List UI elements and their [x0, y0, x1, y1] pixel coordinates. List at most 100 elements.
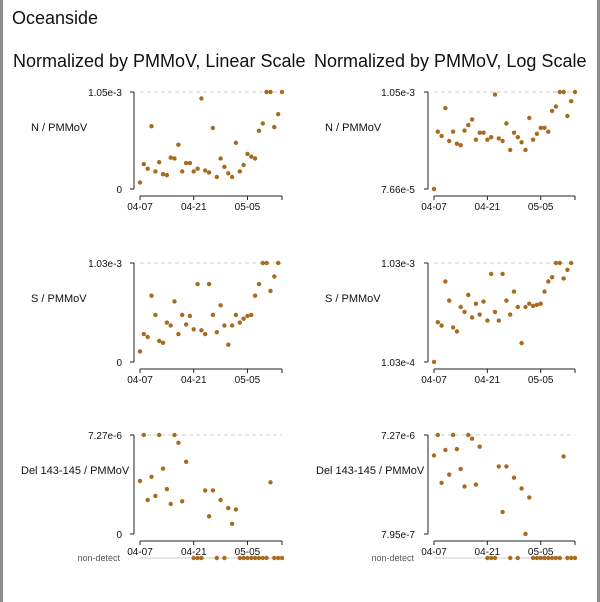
data-point: [256, 128, 262, 133]
x-tick-label: 04-21: [181, 375, 207, 386]
data-point: [260, 260, 265, 266]
data-point: [549, 275, 555, 280]
data-point: [466, 292, 471, 298]
data-point: [218, 156, 223, 161]
non-detect-label: non-detect: [77, 553, 120, 563]
data-point: [447, 472, 452, 477]
data-point: [477, 312, 482, 317]
data-point: [443, 279, 448, 284]
data-point: [473, 482, 479, 487]
data-point: [431, 453, 437, 458]
data-point: [172, 432, 177, 438]
data-point: [199, 328, 204, 333]
data-point: [149, 474, 154, 479]
data-point: [272, 124, 277, 130]
data-point: [569, 260, 574, 266]
window-right-border: [597, 0, 600, 602]
data-point: [252, 156, 258, 161]
data-point: [226, 505, 231, 511]
data-point: [206, 281, 212, 287]
data-point: [160, 340, 166, 345]
data-point: [504, 121, 509, 126]
data-point: [431, 359, 437, 365]
data-point: [279, 89, 285, 95]
data-point: [469, 436, 475, 441]
data-point: [141, 161, 146, 167]
data-point: [504, 464, 509, 469]
data-point: [252, 293, 258, 298]
non-detect-point: [515, 555, 520, 561]
data-point: [153, 312, 158, 318]
data-point: [489, 135, 494, 140]
non-detect-point: [492, 555, 498, 561]
data-point: [141, 331, 146, 337]
y-tick-label-top: 1.05e-3: [88, 88, 122, 99]
data-point: [180, 499, 185, 504]
non-detect-point: [264, 555, 269, 561]
data-point: [168, 155, 173, 160]
data-point: [268, 288, 273, 294]
data-point: [268, 89, 273, 95]
y-tick-label-bottom: 0: [116, 358, 122, 369]
data-point: [176, 440, 181, 445]
data-point: [561, 276, 566, 281]
data-point: [276, 260, 281, 266]
data-point: [523, 531, 528, 537]
data-point: [203, 168, 208, 173]
data-point: [450, 432, 456, 438]
data-point: [538, 125, 543, 130]
data-point: [477, 130, 482, 135]
data-point: [276, 112, 281, 117]
x-tick-label: 04-21: [475, 547, 501, 558]
data-point: [450, 129, 456, 134]
data-point: [489, 271, 494, 277]
y-tick-label-bottom: 0: [116, 530, 122, 541]
data-point: [164, 486, 170, 492]
data-point: [454, 446, 460, 452]
y-tick-label-bottom: 7.66e-5: [381, 185, 415, 196]
data-point: [500, 509, 505, 515]
non-detect-point: [553, 555, 559, 561]
data-point: [504, 298, 509, 303]
data-point: [222, 164, 227, 169]
data-point: [272, 274, 277, 279]
data-point: [160, 466, 166, 471]
data-point: [210, 488, 216, 493]
y-axis-label: S / PMMoV: [325, 293, 381, 305]
y-tick-label-top: 1.05e-3: [381, 88, 415, 99]
non-detect-point: [222, 555, 227, 561]
data-point: [229, 521, 235, 526]
data-point: [153, 493, 158, 499]
data-point: [523, 304, 528, 310]
x-tick-label: 04-21: [181, 547, 207, 558]
data-point: [435, 320, 440, 325]
y-tick-label-bottom: 0: [116, 185, 122, 196]
data-point: [145, 166, 150, 171]
data-point: [561, 89, 566, 95]
x-tick-label: 04-21: [475, 375, 501, 386]
data-point: [168, 501, 173, 507]
data-point: [553, 260, 559, 266]
data-point: [549, 108, 555, 114]
data-point: [557, 89, 562, 95]
data-point: [492, 309, 498, 315]
data-point: [229, 174, 235, 180]
data-point: [527, 495, 532, 500]
log-column-title: Normalized by PMMoV, Log Scale: [314, 51, 587, 71]
linear-column-title: Normalized by PMMoV, Linear Scale: [13, 51, 306, 71]
non-detect-point: [214, 555, 219, 561]
data-point: [473, 137, 479, 142]
data-point: [214, 330, 219, 335]
data-point: [176, 331, 181, 337]
non-detect-point: [199, 555, 204, 561]
non-detect-point: [572, 555, 578, 561]
x-tick-label: 04-07: [127, 547, 153, 558]
data-point: [439, 480, 444, 485]
non-detect-point: [565, 555, 570, 561]
data-point: [546, 129, 551, 134]
data-point: [557, 260, 562, 266]
data-point: [157, 338, 162, 344]
data-point: [241, 162, 246, 168]
data-point: [496, 136, 501, 141]
data-point: [454, 141, 460, 146]
